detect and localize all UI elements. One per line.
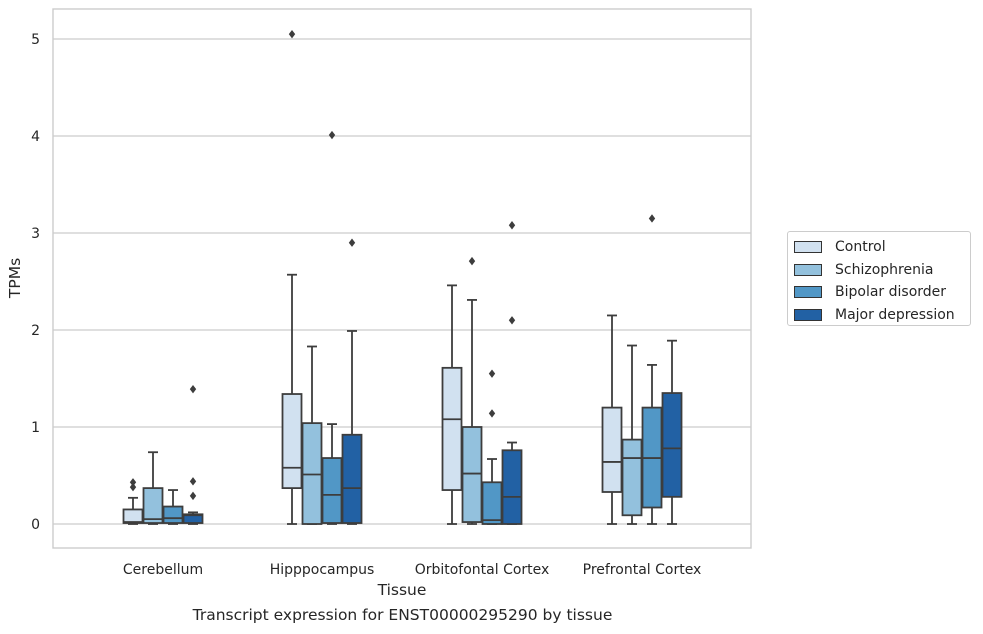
y-tick-labels: 0 1 2 3 4 5: [31, 32, 40, 533]
legend-label-bipolar-disorder: Bipolar disorder: [835, 284, 947, 301]
outlier-point: [129, 482, 137, 492]
legend-label-schizophrenia: Schizophrenia: [835, 261, 934, 278]
box-bipolar-disorder: [162, 489, 184, 525]
y-tick-label: 3: [31, 226, 40, 242]
legend-swatch-bipolar-disorder: [794, 286, 822, 299]
y-tick-label: 1: [31, 420, 40, 436]
box-iqr: [281, 393, 303, 490]
legend-label-control: Control: [835, 239, 886, 256]
box-control: [122, 478, 144, 525]
legend-swatch-schizophrenia: [794, 263, 822, 276]
outlier-point: [348, 238, 356, 247]
x-tick-label: Orbitofontal Cortex: [415, 562, 550, 578]
box-bipolar-disorder: [641, 214, 663, 525]
box-iqr: [621, 438, 643, 517]
outlier-point: [508, 221, 516, 230]
box-control: [281, 29, 303, 525]
x-axis-label: Tissue: [377, 581, 427, 599]
boxes: [122, 29, 683, 525]
outlier-point: [508, 316, 516, 325]
outlier-point: [129, 478, 137, 487]
legend-item-schizophrenia: Schizophrenia: [794, 259, 964, 282]
outlier-point: [488, 369, 496, 378]
outlier-point: [488, 409, 496, 418]
outlier-point: [189, 384, 197, 394]
outlier-point: [189, 477, 197, 486]
box-iqr: [501, 449, 523, 525]
box-schizophrenia: [301, 345, 323, 525]
outlier-point: [288, 29, 296, 39]
box-iqr: [461, 426, 483, 523]
legend-item-major-depression: Major depression: [794, 304, 964, 327]
x-tick-label: Hipppocampus: [270, 562, 375, 578]
box-major-depression: [341, 238, 363, 525]
box-schizophrenia: [461, 256, 483, 525]
box-iqr: [122, 508, 144, 524]
box-iqr: [301, 422, 323, 525]
box-iqr: [441, 366, 463, 491]
box-iqr: [601, 406, 623, 493]
box-iqr: [661, 392, 683, 498]
plot-area-frame: [52, 8, 752, 549]
box-iqr: [481, 481, 503, 525]
chart-caption: Transcript expression for ENST0000029529…: [192, 606, 613, 624]
legend: Control Schizophrenia Bipolar disorder M…: [787, 231, 971, 326]
box-iqr: [142, 487, 164, 524]
legend-label-major-depression: Major depression: [835, 306, 955, 323]
box-iqr: [182, 513, 204, 524]
y-axis-label: TPMs: [6, 258, 24, 299]
legend-item-bipolar-disorder: Bipolar disorder: [794, 281, 964, 304]
y-tick-label: 4: [31, 129, 40, 145]
box-schizophrenia: [142, 451, 164, 525]
x-tick-labels: Cerebellum Hipppocampus Orbitofontal Corte…: [123, 562, 701, 578]
legend-swatch-control: [794, 241, 822, 254]
box-iqr: [321, 457, 343, 524]
legend-item-control: Control: [794, 236, 964, 259]
box-iqr: [341, 433, 363, 524]
box-major-depression: [661, 339, 683, 525]
box-bipolar-disorder: [481, 369, 503, 525]
box-major-depression: [182, 384, 204, 525]
x-tick-label: Cerebellum: [123, 562, 203, 578]
outlier-point: [189, 491, 197, 501]
box-control: [601, 314, 623, 525]
y-tick-label: 0: [31, 517, 40, 533]
outlier-point: [648, 214, 656, 223]
box-iqr: [162, 505, 184, 524]
y-tick-label: 5: [31, 32, 40, 48]
outlier-point: [328, 130, 336, 140]
box-major-depression: [501, 221, 523, 525]
box-schizophrenia: [621, 344, 643, 525]
box-control: [441, 284, 463, 525]
y-tick-label: 2: [31, 323, 40, 339]
x-tick-label: Prefrontal Cortex: [583, 562, 702, 578]
outlier-point: [468, 256, 476, 266]
box-bipolar-disorder: [321, 130, 343, 525]
legend-swatch-major-depression: [794, 308, 822, 321]
